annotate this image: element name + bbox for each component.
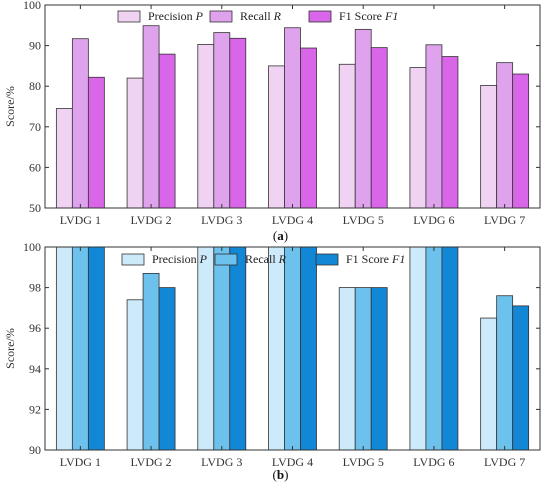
- bar-lvdg2-series-1: [126, 299, 144, 451]
- bar-lvdg6-series-1: [409, 67, 427, 209]
- bar-lvdg1-series-1: [55, 108, 73, 209]
- bar-lvdg3-series-1: [197, 246, 215, 451]
- x-tick-label: LVDG 5: [343, 455, 384, 469]
- bar-lvdg3-series-2: [213, 246, 231, 451]
- bar-lvdg5-series-3: [370, 47, 388, 209]
- x-tick-label: LVDG 3: [201, 455, 242, 469]
- legend-swatch-3: [315, 253, 339, 266]
- bar-lvdg3-series-3: [229, 246, 247, 451]
- bar-lvdg1-series-2: [71, 246, 89, 451]
- bar-lvdg1-series-3: [87, 246, 105, 451]
- bar-lvdg1-series-2: [71, 38, 89, 209]
- y-tick-label: 50: [29, 201, 41, 215]
- bar-lvdg6-series-3: [441, 56, 459, 209]
- y-tick-label: 80: [29, 79, 41, 93]
- y-axis-title: Score/%: [3, 328, 17, 369]
- bar-lvdg7-series-2: [496, 295, 514, 451]
- bar-lvdg7-series-1: [480, 84, 498, 209]
- bar-lvdg1-series-1: [55, 246, 73, 451]
- chart-panel-2: 90 92 94 96 98 100 LVDG 1 LVDG 2 LVDG 3 LVDG 4 LVD…: [3, 240, 541, 482]
- y-axis-title: Score/%: [3, 86, 17, 127]
- y-tick-label: 100: [23, 0, 41, 12]
- bar-lvdg3-series-1: [197, 43, 215, 209]
- x-tick-label: LVDG 2: [130, 213, 171, 227]
- bar-lvdg6-series-3: [441, 246, 459, 451]
- y-tick-label: 100: [23, 240, 41, 254]
- panel-label: (a): [273, 228, 288, 243]
- x-tick-label: LVDG 6: [413, 455, 454, 469]
- legend-label-1: Precision P: [148, 9, 204, 23]
- bar-lvdg6-series-1: [409, 246, 427, 451]
- bar-lvdg5-series-2: [354, 28, 372, 209]
- bar-lvdg6-series-2: [425, 44, 443, 209]
- bar-lvdg6-series-2: [425, 246, 443, 451]
- y-tick-label: 96: [29, 321, 41, 335]
- bar-lvdg7-series-3: [512, 73, 530, 209]
- x-tick-label: LVDG 1: [60, 455, 101, 469]
- bar-lvdg5-series-3: [370, 287, 388, 451]
- legend-label-3: F1 Score F1: [346, 252, 405, 266]
- legend-swatch-2: [209, 10, 233, 23]
- bar-lvdg2-series-3: [158, 53, 176, 209]
- bar-lvdg1-series-3: [87, 76, 105, 209]
- legend-swatch-1: [121, 253, 145, 266]
- x-tick-label: LVDG 7: [484, 455, 525, 469]
- bar-lvdg5-series-1: [338, 287, 356, 451]
- legend-label-3: F1 Score F1: [339, 9, 398, 23]
- legend-label-2: Recall R: [245, 252, 287, 266]
- chart-panel-1: 50 60 70 80 90 100 LVDG 1 LVDG 2 LVDG 3 LVDG 4 LVD…: [3, 0, 541, 243]
- bar-lvdg3-series-2: [213, 32, 231, 209]
- bar-lvdg4-series-2: [284, 246, 301, 451]
- bar-lvdg5-series-2: [354, 287, 372, 451]
- bar-lvdg4-series-2: [284, 27, 301, 209]
- y-tick-label: 94: [29, 362, 41, 376]
- bar-lvdg5-series-1: [338, 63, 356, 209]
- x-tick-label: LVDG 4: [272, 213, 313, 227]
- x-tick-label: LVDG 1: [60, 213, 101, 227]
- legend-label-2: Recall R: [240, 9, 282, 23]
- bar-lvdg2-series-2: [142, 272, 160, 451]
- legend-label-1: Precision P: [152, 252, 208, 266]
- x-tick-label: LVDG 7: [484, 213, 525, 227]
- x-tick-label: LVDG 6: [413, 213, 454, 227]
- bar-lvdg3-series-3: [229, 37, 247, 209]
- x-tick-label: LVDG 3: [201, 213, 242, 227]
- bar-lvdg7-series-2: [496, 62, 514, 209]
- bar-lvdg2-series-1: [126, 77, 144, 209]
- panel-label: (b): [273, 467, 289, 482]
- bar-lvdg7-series-3: [512, 305, 530, 451]
- legend-swatch-3: [308, 10, 332, 23]
- y-tick-label: 92: [29, 402, 41, 416]
- bar-lvdg4-series-3: [300, 47, 317, 209]
- y-tick-label: 70: [29, 120, 41, 134]
- legend-swatch-2: [214, 253, 238, 266]
- y-tick-label: 60: [29, 160, 41, 174]
- bar-lvdg2-series-3: [158, 287, 176, 451]
- x-tick-label: LVDG 2: [130, 455, 171, 469]
- x-tick-label: LVDG 4: [272, 455, 313, 469]
- y-tick-label: 98: [29, 281, 41, 295]
- bar-lvdg7-series-1: [480, 317, 498, 451]
- x-tick-label: LVDG 5: [343, 213, 384, 227]
- y-tick-label: 90: [29, 39, 41, 53]
- bar-lvdg4-series-3: [300, 246, 317, 451]
- y-tick-label: 90: [29, 443, 41, 457]
- bar-lvdg4-series-1: [268, 246, 285, 451]
- legend-swatch-1: [117, 10, 141, 23]
- bar-lvdg4-series-1: [268, 65, 285, 209]
- bar-lvdg2-series-2: [142, 25, 160, 209]
